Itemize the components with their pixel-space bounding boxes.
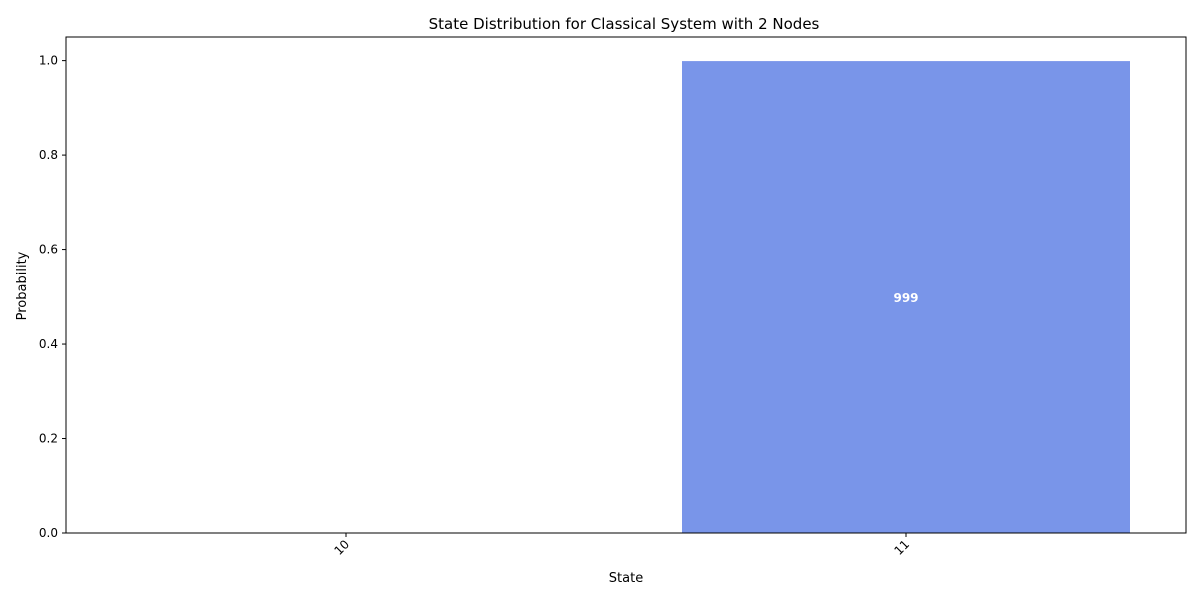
y-tick-label: 0.4	[39, 337, 58, 351]
y-tick-label: 0.6	[39, 243, 58, 257]
x-axis-label: State	[609, 571, 643, 586]
x-tick-label: 11	[891, 537, 912, 558]
y-tick-label: 1.0	[39, 54, 58, 68]
data-label-11: 999	[893, 291, 918, 305]
chart-title: State Distribution for Classical System …	[429, 15, 820, 33]
x-tick-label: 10	[331, 537, 352, 558]
y-tick-label: 0.0	[39, 526, 58, 540]
y-tick-label: 0.2	[39, 432, 58, 446]
plot-area: 999 0.0 0.2 0.4 0.6 0.8 1.0 10 11	[39, 37, 1186, 558]
y-axis-label: Probability	[15, 251, 30, 320]
y-tick-label: 0.8	[39, 148, 58, 162]
